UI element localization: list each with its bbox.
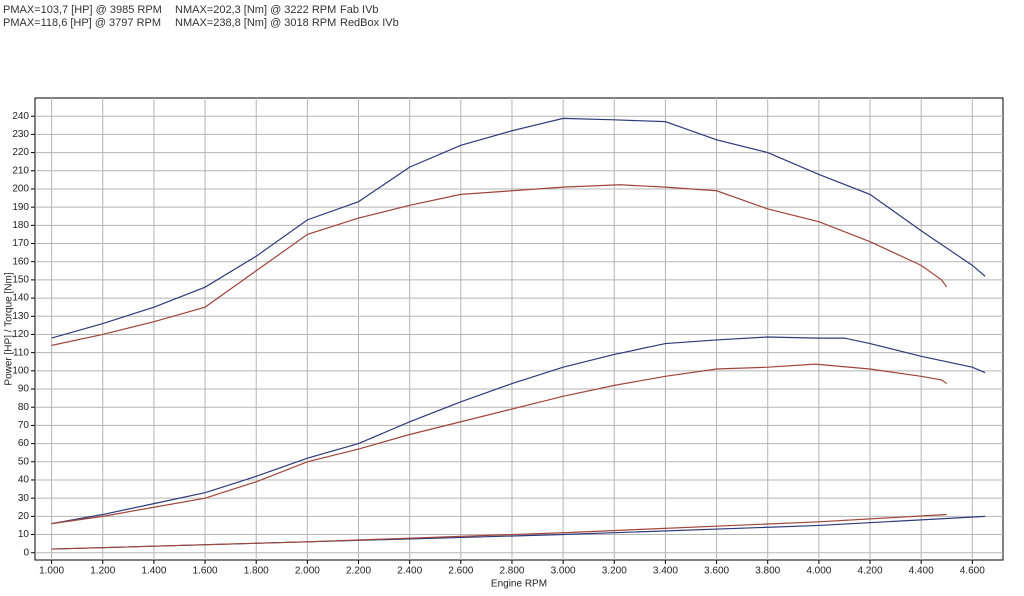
y-axis-label: Power [HP] / Torque [Nm]: [4, 272, 15, 385]
y-tick-label: 100: [12, 365, 29, 376]
y-tick-label: 190: [12, 202, 29, 213]
header-text: PMAX=103,7 [HP] @ 3985 RPM: [3, 4, 162, 16]
x-tick-label: 1.200: [90, 566, 115, 577]
x-tick-label: 2.000: [295, 566, 320, 577]
y-tick-label: 10: [18, 529, 30, 540]
x-tick-label: 1.400: [141, 566, 166, 577]
y-tick-label: 30: [18, 493, 30, 504]
y-tick-label: 80: [18, 402, 30, 413]
series-line: [51, 336, 986, 525]
y-tick-label: 140: [12, 293, 29, 304]
y-tick-label: 20: [18, 511, 30, 522]
x-tick-label: 3.200: [602, 566, 627, 577]
y-tick-label: 110: [13, 347, 29, 358]
x-tick-label: 2.800: [499, 566, 524, 577]
header-text: PMAX=118,6 [HP] @ 3797 RPM: [3, 17, 161, 29]
header-text: NMAX=202,3 [Nm] @ 3222 RPM: [175, 4, 336, 16]
y-tick-label: 50: [18, 456, 30, 467]
y-tick-label: 40: [18, 475, 30, 486]
x-tick-label: 1.600: [193, 566, 218, 577]
y-tick-label: 0: [23, 547, 29, 558]
y-tick-label: 220: [12, 147, 29, 158]
grid: [31, 98, 1003, 564]
plot-area: [34, 97, 1004, 561]
y-tick-label: 90: [18, 384, 30, 395]
y-tick-label: 130: [12, 311, 29, 322]
y-tick-label: 180: [12, 220, 29, 231]
series-line: [51, 363, 948, 525]
header-text: RedBox IVb: [340, 17, 399, 29]
y-tick-label: 170: [12, 238, 29, 249]
x-tick-label: 3.800: [755, 566, 780, 577]
x-tick-label: 1.000: [39, 566, 64, 577]
y-tick-label: 70: [18, 420, 30, 431]
x-tick-label: 2.600: [448, 566, 473, 577]
x-tick-label: 4.400: [909, 566, 934, 577]
y-tick-label: 210: [12, 165, 29, 176]
y-tick-label: 200: [12, 184, 29, 195]
y-tick-label: 160: [12, 256, 29, 267]
x-tick-label: 2.200: [346, 566, 371, 577]
x-tick-label: 4.200: [857, 566, 882, 577]
y-tick-label: 120: [12, 329, 29, 340]
series-line: [51, 184, 948, 346]
x-tick-label: 4.000: [806, 566, 831, 577]
y-tick-label: 150: [12, 275, 29, 286]
x-axis-label: Engine RPM: [491, 579, 547, 590]
x-tick-label: 2.400: [397, 566, 422, 577]
x-tick-label: 3.400: [653, 566, 678, 577]
y-tick-label: 60: [18, 438, 30, 449]
x-tick-label: 3.600: [704, 566, 729, 577]
x-tick-label: 4.600: [960, 566, 985, 577]
series-line: [51, 513, 947, 550]
y-tick-label: 230: [12, 129, 29, 140]
series-line: [51, 117, 986, 339]
x-tick-label: 3.000: [551, 566, 576, 577]
header-text: Fab IVb: [340, 4, 379, 16]
series: [51, 117, 986, 550]
y-tick-label: 240: [12, 111, 29, 122]
header-text: NMAX=238,8 [Nm] @ 3018 RPM: [175, 17, 336, 29]
x-tick-label: 1.800: [244, 566, 269, 577]
